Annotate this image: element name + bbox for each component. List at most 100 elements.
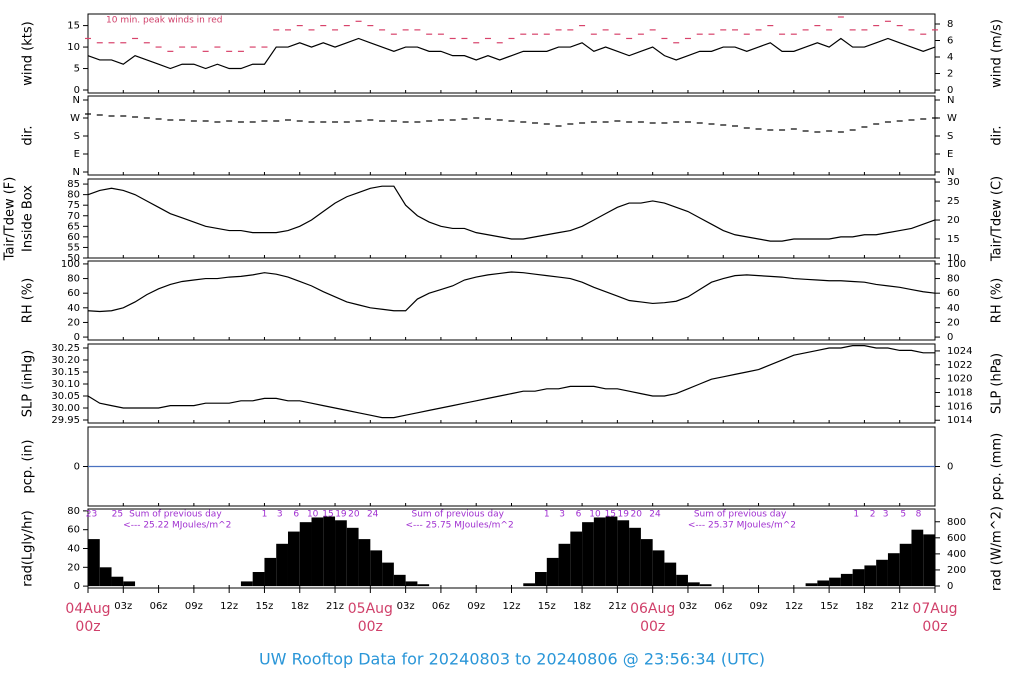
y-axis-label: Tair/Tdew (F): [3, 177, 18, 262]
y2-tick-label: 6: [947, 35, 953, 46]
y2-tick-label: 4: [947, 52, 953, 63]
y2-tick-label: 400: [947, 549, 966, 560]
bar: [323, 516, 336, 587]
bar: [593, 517, 606, 587]
y2-axis-label: rad (W/m^2): [990, 506, 1005, 591]
x-day-label: 05Aug: [348, 601, 393, 617]
annotation: 10 min. peak winds in red: [106, 16, 223, 26]
bar: [805, 583, 818, 587]
hour-mark: 2: [870, 510, 876, 520]
bar: [629, 527, 641, 587]
y-tick-label: 60: [67, 288, 80, 299]
y2-axis-label: RH (%): [990, 278, 1005, 323]
y-tick-label: N: [73, 167, 80, 178]
y2-axis-label: wind (m/s): [990, 19, 1005, 88]
y-tick-label: 0: [74, 462, 80, 473]
hour-mark: 10: [307, 510, 319, 520]
bar: [382, 562, 394, 587]
x-tick-label: 21z: [891, 601, 909, 612]
y-tick-label: 80: [67, 506, 80, 517]
y-tick-label: 30.15: [51, 367, 80, 378]
hour-mark: 1: [544, 510, 550, 520]
y-axis-label: Inside Box: [21, 185, 36, 252]
y-tick-label: 0: [74, 332, 80, 343]
bar: [852, 569, 865, 587]
hour-mark: 20: [630, 510, 642, 520]
hour-mark: 24: [367, 510, 379, 520]
y2-tick-label: 1020: [947, 374, 972, 385]
x-tick-label: 12z: [785, 601, 803, 612]
bar: [911, 529, 924, 587]
y-axis-label: rad(Lgly/hr): [21, 510, 36, 586]
x-tick-label: 15z: [255, 601, 273, 612]
hour-mark: 19: [335, 510, 347, 520]
y2-tick-label: 10: [947, 253, 960, 264]
bar: [652, 550, 665, 587]
hour-mark: 10: [589, 510, 601, 520]
hour-mark: 6: [576, 510, 582, 520]
bar: [640, 539, 653, 587]
bar: [546, 557, 559, 587]
y2-axis-label: Tair/Tdew (C): [990, 176, 1005, 262]
series-line: [87, 345, 935, 419]
hour-mark: 25: [112, 510, 123, 520]
x-tick-label: 06z: [150, 601, 168, 612]
bar: [335, 520, 347, 587]
hour-mark: 3: [559, 510, 565, 520]
y-tick-label: 55: [67, 242, 80, 253]
panel-frame: [87, 343, 936, 424]
y-tick-label: S: [74, 131, 80, 142]
y-axis-label: RH (%): [21, 278, 36, 323]
hour-mark: 19: [618, 510, 630, 520]
hour-mark: 1: [853, 510, 859, 520]
y2-axis-label: dir.: [990, 125, 1005, 145]
hour-mark: 1: [262, 510, 268, 520]
bar: [111, 576, 124, 587]
hour-mark: 3: [277, 510, 283, 520]
panel-frame: [87, 95, 936, 176]
y2-tick-label: 1024: [947, 346, 972, 357]
y-axis-label: pcp. (in): [21, 440, 36, 494]
bar: [264, 557, 277, 587]
y2-axis-label: pcp. (mm): [990, 433, 1005, 500]
hour-mark: 5: [900, 510, 906, 520]
y2-axis-label: SLP (hPa): [990, 353, 1005, 414]
sum-label: Sum of previous day: [412, 510, 505, 520]
y2-tick-label: 100: [947, 259, 966, 270]
panel-frame: [87, 178, 936, 259]
x-tick-label: 06z: [432, 601, 450, 612]
hour-mark: 15: [605, 510, 616, 520]
y-tick-label: 30.20: [51, 355, 80, 366]
y-tick-label: 100: [61, 259, 80, 270]
y2-tick-label: 0: [947, 462, 953, 473]
x-tick-label: 06z: [714, 601, 732, 612]
hour-mark: 15: [322, 510, 333, 520]
bar: [287, 531, 300, 587]
panel-frame: [87, 260, 936, 341]
y-tick-label: 40: [67, 303, 80, 314]
bar: [864, 565, 877, 587]
y2-tick-label: 0: [947, 85, 953, 96]
bar: [829, 577, 841, 587]
bar: [393, 574, 406, 587]
y2-tick-label: S: [947, 131, 953, 142]
x-tick-label: 12z: [220, 601, 238, 612]
bar: [570, 531, 583, 587]
bar: [535, 572, 547, 587]
y-tick-label: 65: [67, 221, 80, 232]
daily-sum: <--- 25.75 MJoules/m^2: [406, 521, 514, 531]
bar: [558, 543, 571, 587]
y-tick-label: 30.00: [51, 403, 80, 414]
bar: [252, 572, 265, 587]
y-axis-label: wind (kts): [21, 21, 36, 85]
y2-tick-label: 15: [947, 234, 960, 245]
x-tick-label: 09z: [467, 601, 485, 612]
bar: [370, 550, 383, 587]
x-tick-label: 15z: [820, 601, 838, 612]
x-day-hour-label: 00z: [640, 619, 665, 635]
bar: [899, 543, 912, 587]
x-tick-label: 03z: [114, 601, 132, 612]
y2-tick-label: 1018: [947, 388, 972, 399]
y2-tick-label: 30: [947, 177, 960, 188]
bar: [817, 580, 830, 587]
